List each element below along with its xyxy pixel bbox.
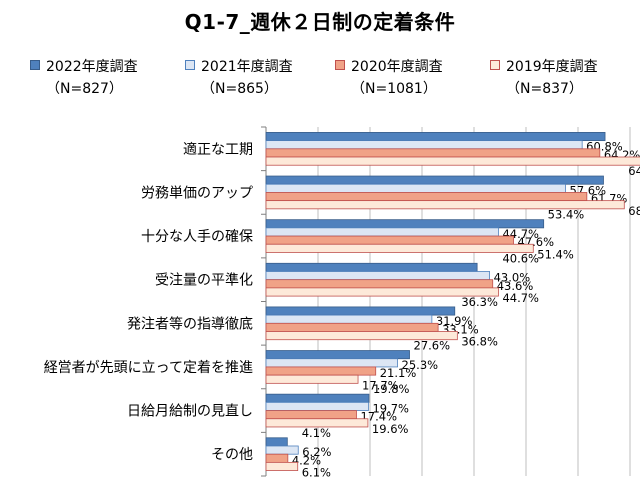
- data-label: 19.7%: [372, 401, 409, 415]
- bar: [265, 262, 478, 272]
- bar: [265, 418, 369, 428]
- bar: [265, 235, 514, 245]
- data-label: 19.8%: [373, 382, 410, 396]
- category-label: 適正な工期: [183, 141, 253, 158]
- data-label: 43.0%: [494, 271, 531, 285]
- data-label: 6.2%: [302, 445, 331, 459]
- legend-label-2021: 2021年度調査: [201, 59, 293, 75]
- data-label: 31.9%: [436, 314, 473, 328]
- category-label: 発注者等の指導徹底: [127, 315, 253, 332]
- data-label: 6.1%: [302, 466, 331, 480]
- legend-swatch-2019: [490, 60, 500, 70]
- bar: [265, 314, 433, 324]
- data-label: 51.4%: [537, 247, 574, 261]
- data-label: 68.9%: [628, 204, 640, 218]
- data-label: 44.7%: [502, 291, 539, 305]
- bar: [265, 279, 494, 289]
- data-label: 27.6%: [414, 339, 451, 353]
- data-label: 21.1%: [380, 366, 417, 380]
- data-label: 17.7%: [362, 378, 399, 392]
- bar: [265, 175, 604, 185]
- legend-swatch-2021: [185, 60, 195, 70]
- data-label: 36.8%: [461, 335, 498, 349]
- category-label: 十分な人手の確保: [141, 229, 253, 245]
- legend-n-2021: （N=865）: [201, 81, 278, 97]
- data-label: 53.4%: [548, 208, 585, 222]
- legend-label-2019: 2019年度調査: [506, 59, 598, 75]
- bar: [265, 183, 566, 193]
- bar: [265, 132, 606, 142]
- bar: [265, 156, 640, 166]
- bar: [265, 227, 499, 237]
- data-label: 17.4%: [360, 410, 397, 424]
- bar: [265, 393, 370, 403]
- legend-n-2019: （N=837）: [506, 81, 583, 97]
- legend-n-2022: （N=827）: [46, 81, 123, 97]
- bar: [265, 148, 601, 158]
- data-label: 64.9%: [628, 164, 640, 178]
- bar: [265, 306, 456, 316]
- bar: [265, 287, 499, 297]
- data-label: 36.3%: [461, 295, 498, 309]
- category-label: 経営者が先頭に立って定着を推進: [44, 360, 253, 376]
- data-label: 4.1%: [302, 426, 331, 440]
- bar: [265, 453, 289, 463]
- bar: [265, 350, 410, 360]
- bar: [265, 366, 377, 376]
- data-label: 4.2%: [292, 453, 321, 467]
- bar: [265, 140, 583, 150]
- bar: [265, 437, 288, 447]
- data-label: 43.6%: [497, 279, 534, 293]
- bar: [265, 410, 357, 420]
- bar: [265, 331, 458, 341]
- data-label: 19.6%: [372, 422, 409, 436]
- data-label: 40.6%: [502, 251, 539, 265]
- bar: [265, 271, 491, 281]
- bar: [265, 322, 439, 332]
- category-label: その他: [211, 447, 253, 463]
- bar: [265, 374, 359, 384]
- bar: [265, 461, 299, 471]
- bar: [265, 200, 625, 210]
- legend-n-2020: （N=1081）: [351, 81, 437, 97]
- legend-swatch-2022: [30, 60, 40, 70]
- bar: [265, 243, 534, 253]
- bar: [265, 401, 369, 411]
- data-label: 25.3%: [402, 358, 439, 372]
- bar: [265, 358, 398, 368]
- bar: [265, 192, 588, 202]
- legend-swatch-2020: [335, 60, 345, 70]
- legend-label-2020: 2020年度調査: [351, 59, 443, 75]
- category-label: 受注量の平準化: [155, 273, 253, 289]
- category-label: 日給月給制の見直し: [127, 403, 253, 420]
- legend-label-2022: 2022年度調査: [46, 59, 138, 75]
- category-label: 労務単価のアップ: [141, 185, 253, 201]
- chart-title: Q1-7_週休２日制の定着条件: [184, 10, 456, 34]
